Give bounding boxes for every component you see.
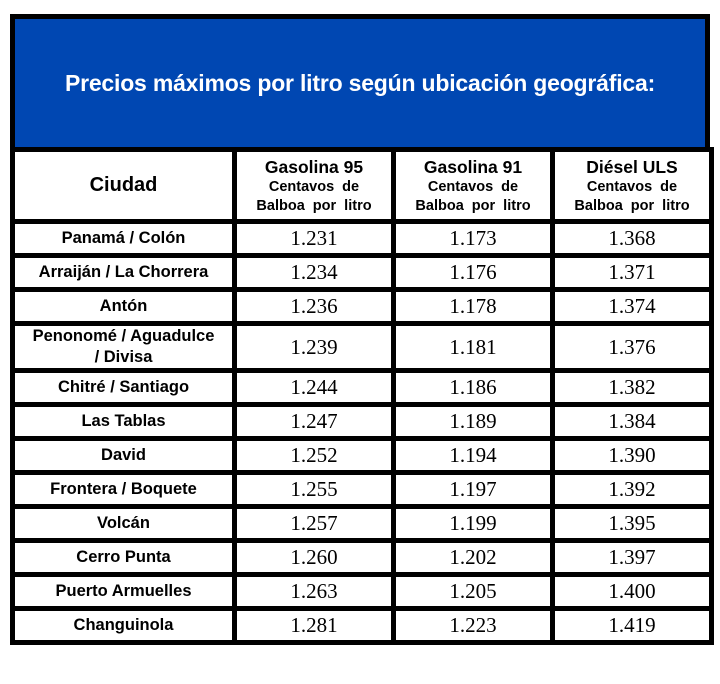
column-subtitle-line2: Balboa por litro: [574, 197, 690, 214]
table-row: Volcán 1.257 1.199 1.395: [10, 504, 714, 543]
price-cell-diesel-uls: 1.374: [550, 287, 714, 326]
column-title: Gasolina 95: [264, 156, 364, 177]
price-cell-gasolina91: 1.178: [391, 287, 555, 326]
table-row: Puerto Armuelles 1.263 1.205 1.400: [10, 572, 714, 611]
price-cell-diesel-uls: 1.384: [550, 402, 714, 441]
price-cell-gasolina95: 1.255: [232, 470, 396, 509]
city-cell: Arraiján / La Chorrera: [10, 253, 237, 292]
price-cell-gasolina95: 1.263: [232, 572, 396, 611]
price-cell-diesel-uls: 1.397: [550, 538, 714, 577]
column-header-ciudad: Ciudad: [10, 147, 237, 224]
city-cell: Changuinola: [10, 606, 237, 645]
price-cell-gasolina91: 1.199: [391, 504, 555, 543]
city-cell: Las Tablas: [10, 402, 237, 441]
price-cell-gasolina91: 1.205: [391, 572, 555, 611]
column-subtitle-line2: Balboa por litro: [256, 197, 372, 214]
price-cell-diesel-uls: 1.390: [550, 436, 714, 475]
price-cell-gasolina95: 1.257: [232, 504, 396, 543]
price-cell-gasolina95: 1.247: [232, 402, 396, 441]
city-cell: Cerro Punta: [10, 538, 237, 577]
page-title: Precios máximos por litro según ubicació…: [64, 69, 656, 96]
column-header-gasolina95: Gasolina 95 Centavos de Balboa por litro: [232, 147, 396, 224]
header-row: Ciudad Gasolina 95 Centavos de Balboa po…: [10, 147, 714, 224]
table-row: Antón 1.236 1.178 1.374: [10, 287, 714, 326]
column-subtitle-line1: Centavos de: [427, 178, 519, 195]
price-cell-gasolina91: 1.197: [391, 470, 555, 509]
price-cell-gasolina91: 1.181: [391, 321, 555, 373]
table-row: David 1.252 1.194 1.390: [10, 436, 714, 475]
price-cell-gasolina95: 1.236: [232, 287, 396, 326]
price-cell-gasolina95: 1.231: [232, 219, 396, 258]
price-cell-diesel-uls: 1.400: [550, 572, 714, 611]
city-cell: Chitré / Santiago: [10, 368, 237, 407]
price-cell-gasolina91: 1.194: [391, 436, 555, 475]
price-cell-gasolina95: 1.239: [232, 321, 396, 373]
column-title: Gasolina 91: [423, 156, 523, 177]
table-row: Las Tablas 1.247 1.189 1.384: [10, 402, 714, 441]
price-cell-gasolina91: 1.189: [391, 402, 555, 441]
column-header-diesel-uls: Diésel ULS Centavos de Balboa por litro: [550, 147, 714, 224]
table-row: Chitré / Santiago 1.244 1.186 1.382: [10, 368, 714, 407]
price-cell-gasolina91: 1.176: [391, 253, 555, 292]
price-cell-diesel-uls: 1.392: [550, 470, 714, 509]
table-row: Arraiján / La Chorrera 1.234 1.176 1.371: [10, 253, 714, 292]
column-subtitle-line1: Centavos de: [268, 178, 360, 195]
price-cell-diesel-uls: 1.395: [550, 504, 714, 543]
price-cell-gasolina95: 1.234: [232, 253, 396, 292]
city-cell: Penonomé / Aguadulce / Divisa: [10, 321, 237, 373]
price-cell-gasolina91: 1.173: [391, 219, 555, 258]
price-cell-gasolina95: 1.260: [232, 538, 396, 577]
column-subtitle-line2: Balboa por litro: [415, 197, 531, 214]
city-cell: Volcán: [10, 504, 237, 543]
price-cell-gasolina95: 1.252: [232, 436, 396, 475]
city-cell: David: [10, 436, 237, 475]
price-cell-gasolina95: 1.244: [232, 368, 396, 407]
price-cell-gasolina91: 1.223: [391, 606, 555, 645]
table-row: Panamá / Colón 1.231 1.173 1.368: [10, 219, 714, 258]
table-row: Frontera / Boquete 1.255 1.197 1.392: [10, 470, 714, 509]
title-banner: Precios máximos por litro según ubicació…: [10, 14, 710, 147]
table-row: Cerro Punta 1.260 1.202 1.397: [10, 538, 714, 577]
city-cell: Frontera / Boquete: [10, 470, 237, 509]
column-header-gasolina91: Gasolina 91 Centavos de Balboa por litro: [391, 147, 555, 224]
price-cell-diesel-uls: 1.382: [550, 368, 714, 407]
table-row: Penonomé / Aguadulce / Divisa 1.239 1.18…: [10, 321, 714, 373]
price-cell-gasolina91: 1.202: [391, 538, 555, 577]
column-title: Diésel ULS: [586, 156, 678, 177]
price-cell-gasolina95: 1.281: [232, 606, 396, 645]
price-cell-diesel-uls: 1.376: [550, 321, 714, 373]
fuel-prices-table: Ciudad Gasolina 95 Centavos de Balboa po…: [10, 147, 714, 645]
price-cell-gasolina91: 1.186: [391, 368, 555, 407]
city-cell: Panamá / Colón: [10, 219, 237, 258]
city-cell: Puerto Armuelles: [10, 572, 237, 611]
price-cell-diesel-uls: 1.371: [550, 253, 714, 292]
city-cell: Antón: [10, 287, 237, 326]
price-cell-diesel-uls: 1.368: [550, 219, 714, 258]
price-cell-diesel-uls: 1.419: [550, 606, 714, 645]
column-subtitle-line1: Centavos de: [586, 178, 678, 195]
table-row: Changuinola 1.281 1.223 1.419: [10, 606, 714, 645]
